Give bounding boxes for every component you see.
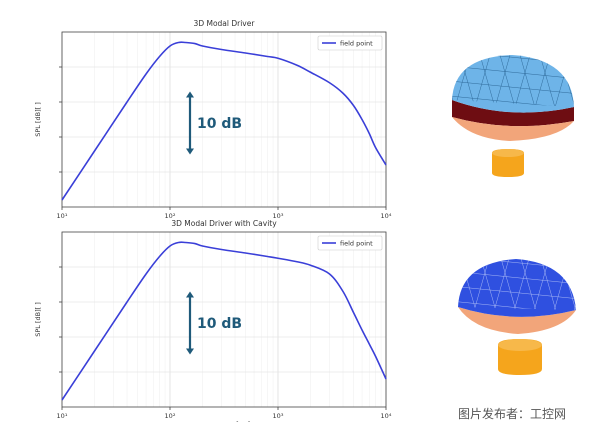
series-line [61,41,387,201]
chart-modal-driver-with-cavity: 3D Modal Driver with Cavity 10¹ 10² 10³ 10⁴ S… [0,212,400,428]
chart-modal-driver: 3D Modal Driver 10¹ 10² 10³ 10⁴ SPL [dB][ ] fi… [0,12,400,222]
driver-cavity-mesh-model-image [458,259,576,375]
x-tick-label: 10² [165,412,176,420]
x-tick-label: 10³ [273,412,284,420]
legend: field point [317,235,383,251]
x-tick-label: 10¹ [57,412,68,420]
legend-box [317,35,383,51]
y-axis-label: SPL [dB][ ] [34,102,42,137]
annotation-arrow-head-down [186,348,194,355]
annotation-arrow-head-up [186,291,194,298]
x-tick-label: 10¹ [57,212,68,220]
x-tick-label: 10² [165,212,176,220]
plot-frame [61,31,387,208]
annotation-10db: 10 dB [186,291,242,355]
x-tick-label: 10⁴ [381,412,392,420]
chart-title: 3D Modal Driver [194,19,256,28]
y-axis-label: SPL [dB][ ] [34,302,42,337]
series-line [61,241,387,401]
annotation-arrow-head-down [186,148,194,155]
driver-mesh-model-image [452,55,574,177]
annotation-arrow-head-up [186,91,194,98]
annotation-label: 10 dB [197,316,242,332]
plot-frame [61,231,387,408]
legend-label: field point [340,240,373,248]
chart-svg: 3D Modal Driver 10¹ 10² 10³ 10⁴ SPL [dB][ ] fi… [34,19,392,220]
chart-svg: 3D Modal Driver with Cavity 10¹ 10² 10³ 10⁴ S… [34,219,392,428]
annotation-10db: 10 dB [186,91,242,155]
watermark: 图片发布者：工控网 [458,407,567,421]
annotation-label: 10 dB [197,116,242,132]
x-tick-label: 10⁴ [381,212,392,220]
x-tick-label: 10³ [273,212,284,220]
x-axis-label: Frequency [Hz] [198,421,251,422]
legend-box [317,235,383,251]
legend-label: field point [340,40,373,48]
legend: field point [317,35,383,51]
chart-title: 3D Modal Driver with Cavity [171,219,277,228]
